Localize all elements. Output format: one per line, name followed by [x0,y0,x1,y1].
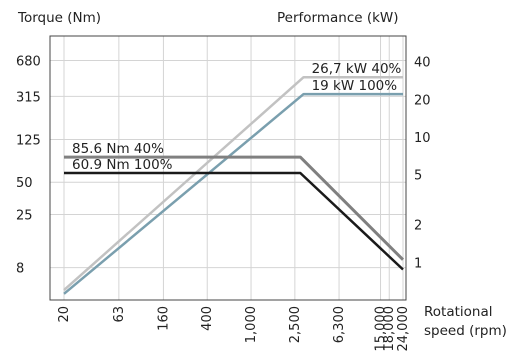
annotations: 26,7 kW 40%19 kW 100% 85.6 Nm 40%60.9 Nm … [72,61,402,173]
x-tick-label: 160 [156,306,171,331]
series-line-2 [63,92,403,295]
x-tick-label: 1,000 [244,306,259,343]
annotation-label-2: 19 kW 100% [312,78,398,94]
right-tick-label: 5 [414,169,422,184]
left-tick-label: 25 [16,209,33,224]
grid [50,36,406,300]
right-tick-label: 10 [414,131,431,146]
left-tick-label: 315 [16,90,41,105]
right-tick-label: 1 [414,256,422,271]
x-tick-label: 20 [57,306,72,323]
x-axis-title-line-1: Rotational [424,304,492,320]
left-axis-title: Torque (Nm) [17,10,101,26]
left-tick-label: 680 [16,55,41,70]
annotation-label-4: 60.9 Nm 100% [72,157,173,173]
series-layer [63,75,405,295]
series-line-3 [64,155,405,261]
right-tick-label: 2 [414,219,422,234]
x-tick-label: 63 [112,306,127,323]
left-tick-label: 50 [16,176,33,191]
x-tick-label: 15,000 [374,306,389,352]
tick-labels: 20 63 160 400 1,000 2,500 6,300 15,00018,00024,… [16,55,431,352]
series-line-1 [63,75,403,292]
x-tick-label: 2,500 [288,306,303,343]
annotation-label-1: 26,7 kW 40% [312,61,402,77]
x-tick-label: 18,000 [382,306,397,352]
x-tick-label: 400 [200,306,215,331]
right-tick-label: 40 [414,56,431,71]
right-axis-title: Performance (kW) [277,10,399,26]
x-tick-label: 6,300 [332,306,347,343]
right-tick-label: 20 [414,93,431,108]
annotation-label-3: 85.6 Nm 40% [72,141,164,157]
x-axis-title-line-2: speed (rpm) [424,323,507,339]
left-tick-label: 125 [16,133,41,148]
series-line-4 [64,171,404,271]
plot-frame [49,35,407,301]
left-tick-label: 8 [16,262,24,277]
x-tick-label: 24,000 [396,306,411,352]
